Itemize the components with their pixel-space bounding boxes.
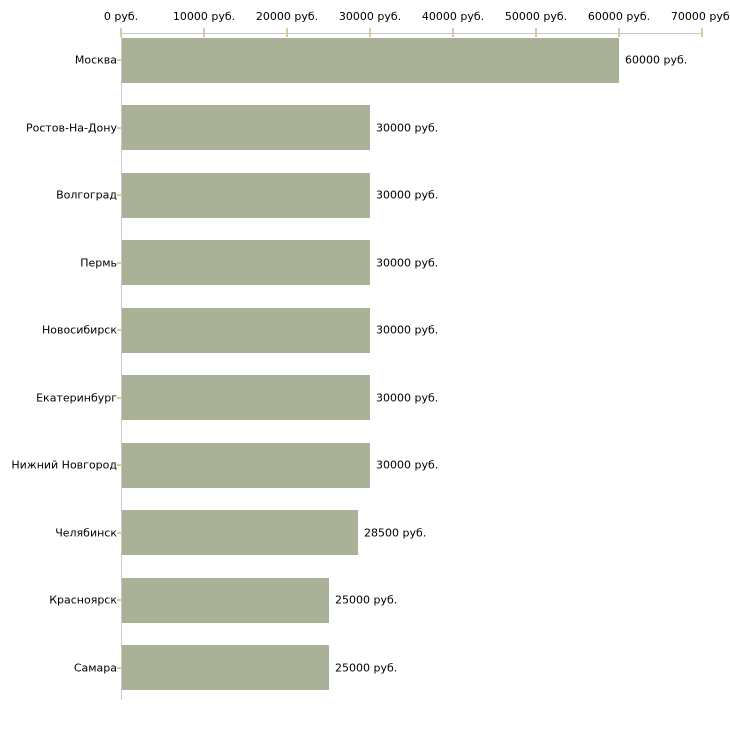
bar [122, 38, 619, 83]
bar-value-label: 30000 руб. [376, 256, 439, 269]
y-axis-tick [117, 261, 122, 264]
category-label: Пермь [80, 256, 117, 269]
x-axis-tick-label: 70000 руб. [670, 10, 730, 23]
category-label: Ростов-На-Дону [25, 121, 117, 134]
bar-value-label: 30000 руб. [376, 391, 439, 404]
bar [122, 375, 370, 420]
x-axis-tick-label: 60000 руб. [587, 10, 651, 23]
bar [122, 240, 370, 285]
category-label: Новосибирск [41, 323, 117, 337]
bar-value-label: 25000 руб. [335, 661, 398, 674]
y-axis-tick [117, 59, 122, 61]
category-label: Екатеринбург [36, 391, 117, 404]
x-axis-tick [369, 28, 371, 37]
y-axis-tick [117, 666, 122, 669]
bar-value-label: 30000 руб. [376, 323, 439, 337]
bar-value-label: 28500 руб. [364, 526, 427, 539]
x-axis-tick [452, 28, 454, 37]
category-label: Нижний Новгород [11, 458, 117, 472]
x-axis-tick-label: 0 руб. [103, 10, 139, 23]
x-axis-tick [701, 28, 703, 37]
category-label: Москва [74, 53, 117, 67]
category-label: Челябинск [55, 526, 117, 539]
bar [122, 645, 329, 690]
x-axis-tick-label: 50000 руб. [504, 10, 568, 23]
y-axis-tick [117, 464, 122, 466]
x-axis-tick [120, 28, 122, 37]
x-axis-tick-label: 10000 руб. [172, 10, 236, 23]
x-axis-tick [618, 28, 620, 37]
x-axis-tick-label: 40000 руб. [421, 10, 485, 23]
category-label: Волгоград [56, 188, 117, 202]
x-axis-line [121, 33, 703, 34]
x-axis-tick-label: 20000 руб. [255, 10, 319, 23]
y-axis-tick [117, 194, 122, 196]
y-axis-tick [117, 599, 122, 601]
y-axis-tick [117, 126, 122, 129]
y-axis-tick [117, 531, 122, 534]
category-label: Красноярск [49, 593, 117, 607]
bar-value-label: 25000 руб. [335, 593, 398, 607]
bar-value-label: 30000 руб. [376, 188, 439, 202]
bar-value-label: 30000 руб. [376, 121, 439, 134]
x-axis-tick-label: 30000 руб. [338, 10, 402, 23]
y-axis-tick [117, 329, 122, 331]
bar [122, 308, 370, 353]
bar [122, 173, 370, 218]
bar [122, 443, 370, 488]
bar [122, 510, 358, 555]
y-axis-tick [117, 396, 122, 399]
x-axis-tick [286, 28, 288, 37]
bar [122, 578, 329, 623]
x-axis-tick [535, 28, 537, 37]
bar-value-label: 60000 руб. [625, 53, 688, 67]
category-label: Самара [73, 661, 117, 674]
y-axis-line [121, 33, 122, 700]
bar [122, 105, 370, 150]
bar-value-label: 30000 руб. [376, 458, 439, 472]
x-axis-tick [203, 28, 205, 37]
